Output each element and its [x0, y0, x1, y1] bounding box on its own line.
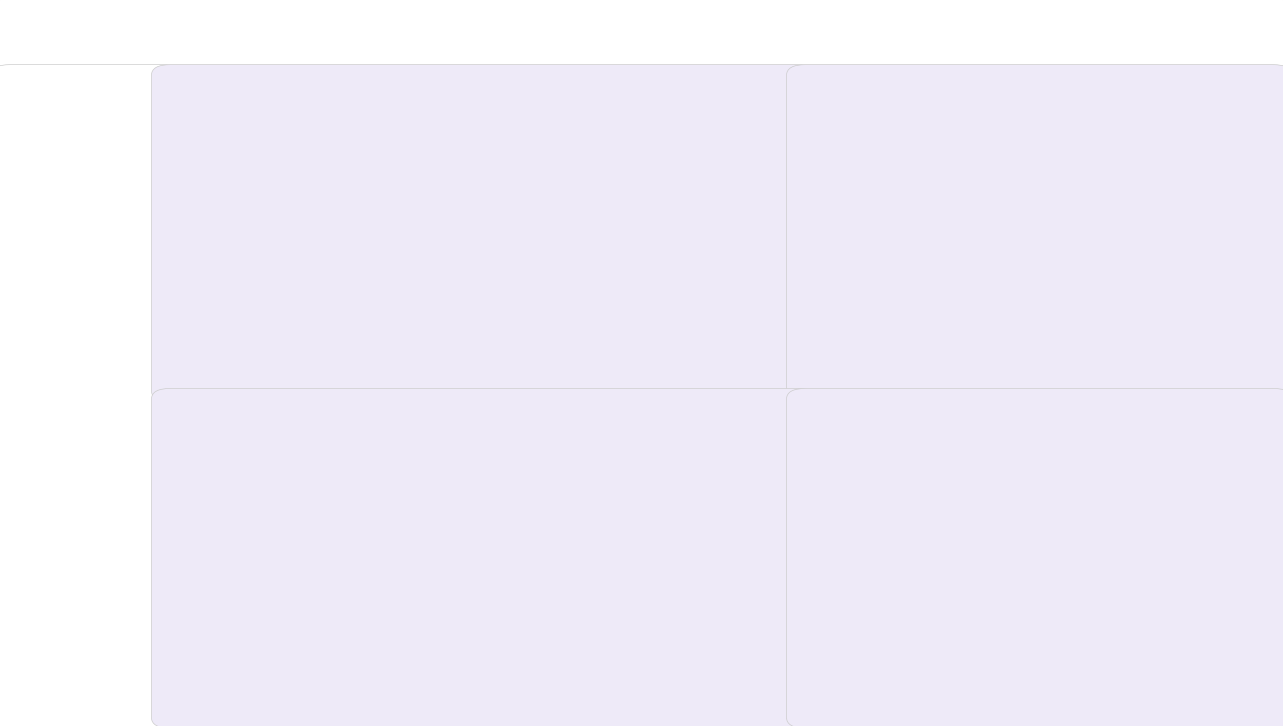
Text: ADULTS WITH DIFFERENT IMPAIRMENT TYPES: ADULTS WITH DIFFERENT IMPAIRMENT TYPES	[811, 441, 1042, 450]
FancyBboxPatch shape	[815, 488, 1187, 517]
Wedge shape	[227, 174, 464, 293]
Bar	[370, 687, 414, 697]
Text: England: England	[727, 178, 777, 187]
Text: 12%: 12%	[671, 197, 694, 208]
Text: Anti-Social: Anti-Social	[92, 155, 155, 164]
Wedge shape	[1062, 179, 1156, 304]
Bar	[414, 591, 459, 697]
Text: 14%: 14%	[928, 331, 949, 340]
Text: Mental Health | 29%: Mental Health | 29%	[822, 497, 921, 508]
Bar	[275, 651, 319, 697]
Text: DISABLED PEOPLE AGED 16 TO 59 THAT EXPERIENCED ANY DOMESTIC ABUSE BY STATUS AND : DISABLED PEOPLE AGED 16 TO 59 THAT EXPER…	[811, 94, 1261, 113]
Text: 10%: 10%	[1157, 330, 1179, 339]
Text: THE IMPACT OF DISABILITY ON EXPERIENCING DOMESTIC ABUSE IN DIFFERENT: THE IMPACT OF DISABILITY ON EXPERIENCING…	[178, 98, 599, 107]
Text: 9%: 9%	[355, 197, 372, 206]
Text: 88%: 88%	[624, 258, 647, 269]
Text: Non-Disabled: Non-Disabled	[518, 237, 586, 245]
FancyBboxPatch shape	[815, 617, 1264, 646]
Text: Other | 11%: Other | 11%	[822, 669, 880, 680]
Wedge shape	[1138, 179, 1250, 306]
Wedge shape	[540, 174, 777, 293]
Text: Disabled Men and Women: Disabled Men and Women	[811, 134, 921, 143]
Text: Domestic Abuse: Domestic Abuse	[77, 251, 171, 261]
Text: England: England	[530, 211, 575, 221]
Text: Non-Disabled: Non-Disabled	[1180, 171, 1259, 182]
Bar	[511, 682, 556, 697]
Text: Disabled and Non-Disabled People by Their Age: Disabled and Non-Disabled People by Thei…	[178, 440, 380, 449]
FancyBboxPatch shape	[171, 399, 797, 450]
Text: 90%: 90%	[1133, 379, 1155, 388]
Text: 21%: 21%	[425, 579, 450, 589]
Text: Women
63%: Women 63%	[951, 247, 988, 266]
Text: Non-Disabled: Non-Disabled	[183, 332, 262, 342]
Wedge shape	[346, 174, 409, 233]
Text: 15%: 15%	[677, 331, 701, 341]
Text: 9%: 9%	[287, 640, 305, 650]
Text: 2%: 2%	[384, 675, 402, 685]
Text: 91%: 91%	[316, 260, 339, 269]
Wedge shape	[852, 312, 993, 407]
Text: Men
37%: Men 37%	[865, 219, 887, 238]
Bar	[230, 692, 275, 697]
FancyBboxPatch shape	[815, 660, 956, 689]
Text: Source: Crime Survey for England and Wales: Source: Crime Survey for England and Wal…	[1026, 33, 1245, 43]
Text: Sexual Assault: Sexual Assault	[81, 348, 167, 358]
FancyBboxPatch shape	[815, 531, 1264, 560]
Text: 3%: 3%	[523, 670, 541, 680]
FancyBboxPatch shape	[815, 531, 1161, 560]
Text: Women: Women	[820, 373, 866, 383]
FancyBboxPatch shape	[806, 399, 1273, 469]
FancyBboxPatch shape	[171, 76, 797, 144]
Wedge shape	[659, 306, 756, 365]
Text: Dexterity | 13%: Dexterity | 13%	[822, 627, 898, 637]
Text: Women
53%: Women 53%	[1188, 236, 1227, 256]
Text: Disabled: Disabled	[183, 178, 237, 187]
Text: Definitions: Definitions	[91, 444, 157, 454]
Bar	[556, 581, 600, 697]
Wedge shape	[1085, 312, 1227, 407]
Text: Disability Crime - England and Wales - April 2019 - March 2020 Period: Disability Crime - England and Wales - A…	[38, 28, 777, 47]
FancyBboxPatch shape	[815, 617, 981, 646]
Wedge shape	[1156, 312, 1197, 359]
Text: Mobility | 27%: Mobility | 27%	[822, 540, 892, 551]
Wedge shape	[540, 306, 777, 425]
Text: 7%: 7%	[352, 328, 368, 338]
Text: 6%: 6%	[665, 655, 683, 665]
Text: 34%: 34%	[706, 513, 731, 523]
Wedge shape	[227, 306, 464, 425]
Wedge shape	[922, 312, 976, 359]
Text: Non-Disabled: Non-Disabled	[481, 461, 547, 471]
Text: Disabled: Disabled	[820, 171, 874, 182]
Text: Disabled: Disabled	[386, 461, 430, 471]
Text: Wales: Wales	[740, 332, 777, 342]
Text: Info: Info	[112, 650, 136, 661]
Wedge shape	[829, 179, 922, 285]
Text: 93%: 93%	[319, 393, 344, 402]
Wedge shape	[659, 174, 740, 233]
Text: 23%: 23%	[566, 569, 590, 579]
Wedge shape	[854, 179, 1016, 306]
Text: Disabled: Disabled	[532, 258, 572, 267]
Text: Stamina / Breathing / Fatigue | 20%: Stamina / Breathing / Fatigue | 20%	[822, 583, 996, 594]
Text: Created by Guy Orlov, 2023: Created by Guy Orlov, 2023	[32, 693, 140, 702]
Text: COUNTRIES: COUNTRIES	[178, 117, 240, 126]
Text: A COMPARISON OF DOMESTIC ABUSE EXPERIENCES AMONG DISABLED: A COMPARISON OF DOMESTIC ABUSE EXPERIENC…	[811, 422, 1168, 431]
Text: 1%: 1%	[242, 680, 260, 690]
Text: 86%: 86%	[896, 378, 917, 387]
Text: Mental Health Has the Highest Frequency of Anti-Social Domestic Abuse Experience: Mental Health Has the Highest Frequency …	[811, 460, 1137, 469]
FancyBboxPatch shape	[815, 574, 1264, 603]
Text: PROPORTION OF PEOPLE AGED 16 TO 59 BY DISABILITY STATUS AND AGE: PROPORTION OF PEOPLE AGED 16 TO 59 BY DI…	[178, 419, 568, 428]
Text: Disabled Men and Women aged 16 to 59 that experienced: Disabled Men and Women aged 16 to 59 tha…	[178, 136, 423, 144]
Text: Men
47%: Men 47%	[1094, 229, 1116, 249]
Wedge shape	[346, 306, 396, 365]
FancyBboxPatch shape	[815, 488, 1264, 517]
Text: Men: Men	[1233, 373, 1259, 383]
Bar	[650, 666, 695, 697]
FancyBboxPatch shape	[815, 574, 1071, 603]
FancyBboxPatch shape	[815, 660, 1264, 689]
FancyBboxPatch shape	[490, 202, 615, 287]
FancyBboxPatch shape	[806, 76, 1273, 144]
Text: 85%: 85%	[617, 390, 642, 400]
Bar	[695, 526, 740, 697]
